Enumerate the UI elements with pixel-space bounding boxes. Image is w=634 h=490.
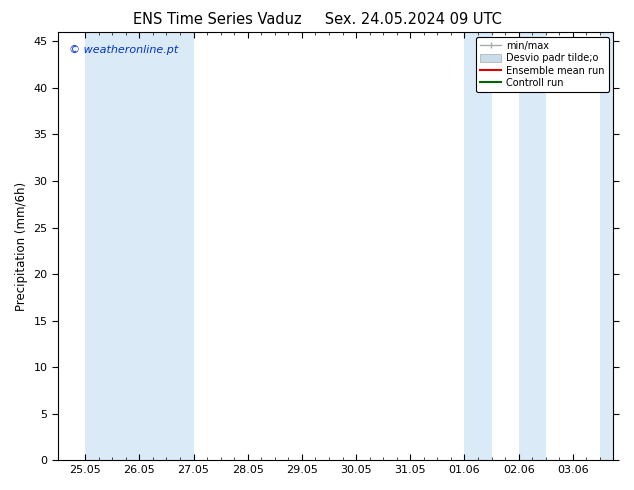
- Bar: [85, 32, 139, 460]
- Y-axis label: Precipitation (mm/6h): Precipitation (mm/6h): [15, 182, 28, 311]
- Bar: [600, 32, 627, 460]
- Bar: [139, 32, 193, 460]
- Text: © weatheronline.pt: © weatheronline.pt: [69, 45, 178, 55]
- Text: ENS Time Series Vaduz     Sex. 24.05.2024 09 UTC: ENS Time Series Vaduz Sex. 24.05.2024 09…: [133, 12, 501, 27]
- Bar: [465, 32, 491, 460]
- Bar: [519, 32, 546, 460]
- Legend: min/max, Desvio padr tilde;o, Ensemble mean run, Controll run: min/max, Desvio padr tilde;o, Ensemble m…: [476, 37, 609, 92]
